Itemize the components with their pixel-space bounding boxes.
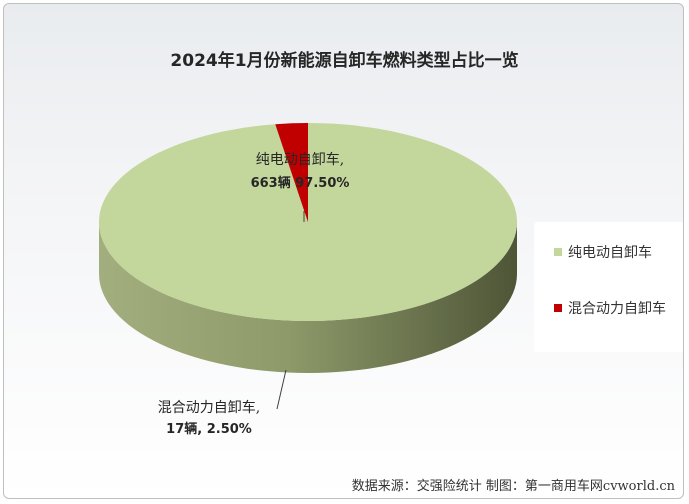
pie-slice-hybrid: [275, 123, 308, 222]
data-label-ev-value: 663辆 97.50%: [251, 175, 350, 191]
leader-line-hybrid: [276, 369, 287, 410]
legend-swatch-ev: [554, 248, 562, 256]
data-label-ev-name: 纯电动自卸车,: [256, 151, 344, 168]
source-note: 数据来源：交强险统计 制图：第一商用车网cvworld.cn: [351, 479, 675, 494]
data-label-hybrid-name: 混合动力自卸车,: [158, 399, 260, 416]
legend-label-ev: 纯电动自卸车: [568, 245, 652, 261]
chart-frame: 2024年1月份新能源自卸车燃料类型占比一览 纯电动自卸车, 663辆 97.5…: [3, 3, 684, 499]
chart-title: 2024年1月份新能源自卸车燃料类型占比一览: [170, 51, 519, 71]
legend-item-hybrid: 混合动力自卸车: [554, 298, 666, 318]
legend-swatch-hybrid: [554, 304, 562, 312]
data-label-hybrid-value: 17辆, 2.50%: [166, 421, 252, 437]
legend: 纯电动自卸车 混合动力自卸车: [534, 222, 683, 352]
legend-item-ev: 纯电动自卸车: [554, 242, 652, 262]
legend-label-hybrid: 混合动力自卸车: [568, 301, 666, 317]
pie-slice-ev: [99, 123, 518, 322]
pie-side-ev: [99, 222, 517, 373]
pie-chart: 纯电动自卸车, 663辆 97.50% 混合动力自卸车, 17辆, 2.50%: [99, 123, 518, 437]
